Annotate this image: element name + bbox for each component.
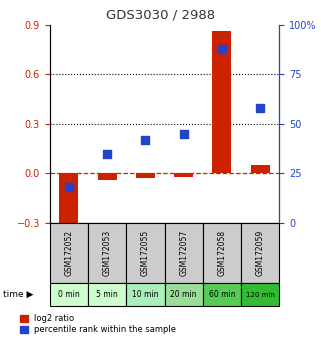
Text: 10 min: 10 min bbox=[132, 290, 159, 299]
Bar bbox=[88, 223, 126, 283]
Point bbox=[105, 151, 110, 156]
Bar bbox=[98, 173, 117, 180]
Text: GSM172057: GSM172057 bbox=[179, 230, 188, 276]
Bar bbox=[126, 223, 164, 283]
Point bbox=[219, 46, 224, 51]
Bar bbox=[126, 283, 164, 306]
Bar bbox=[241, 283, 279, 306]
Text: GSM172055: GSM172055 bbox=[141, 230, 150, 276]
Bar bbox=[212, 32, 231, 173]
Point bbox=[143, 137, 148, 143]
Bar bbox=[50, 223, 88, 283]
Point bbox=[257, 105, 263, 111]
Text: GSM172058: GSM172058 bbox=[217, 230, 226, 276]
Text: 0 min: 0 min bbox=[58, 290, 80, 299]
Text: 5 min: 5 min bbox=[96, 290, 118, 299]
Bar bbox=[164, 283, 203, 306]
Text: GDS3030 / 2988: GDS3030 / 2988 bbox=[106, 9, 215, 22]
Text: 20 min: 20 min bbox=[170, 290, 197, 299]
Text: GSM172059: GSM172059 bbox=[256, 230, 265, 276]
Bar bbox=[241, 223, 279, 283]
Text: time ▶: time ▶ bbox=[3, 290, 34, 299]
Point bbox=[181, 131, 186, 137]
Bar bbox=[164, 223, 203, 283]
Text: 60 min: 60 min bbox=[209, 290, 235, 299]
Bar bbox=[88, 283, 126, 306]
Bar bbox=[203, 283, 241, 306]
Bar bbox=[59, 173, 78, 230]
Bar bbox=[50, 283, 88, 306]
Bar bbox=[251, 165, 270, 173]
Bar bbox=[136, 173, 155, 178]
Text: GSM172053: GSM172053 bbox=[103, 230, 112, 276]
Text: GSM172052: GSM172052 bbox=[65, 230, 74, 276]
Bar bbox=[174, 173, 193, 177]
Point bbox=[66, 184, 72, 190]
Legend: log2 ratio, percentile rank within the sample: log2 ratio, percentile rank within the s… bbox=[20, 314, 176, 335]
Bar bbox=[203, 223, 241, 283]
Text: 120 min: 120 min bbox=[246, 292, 274, 298]
